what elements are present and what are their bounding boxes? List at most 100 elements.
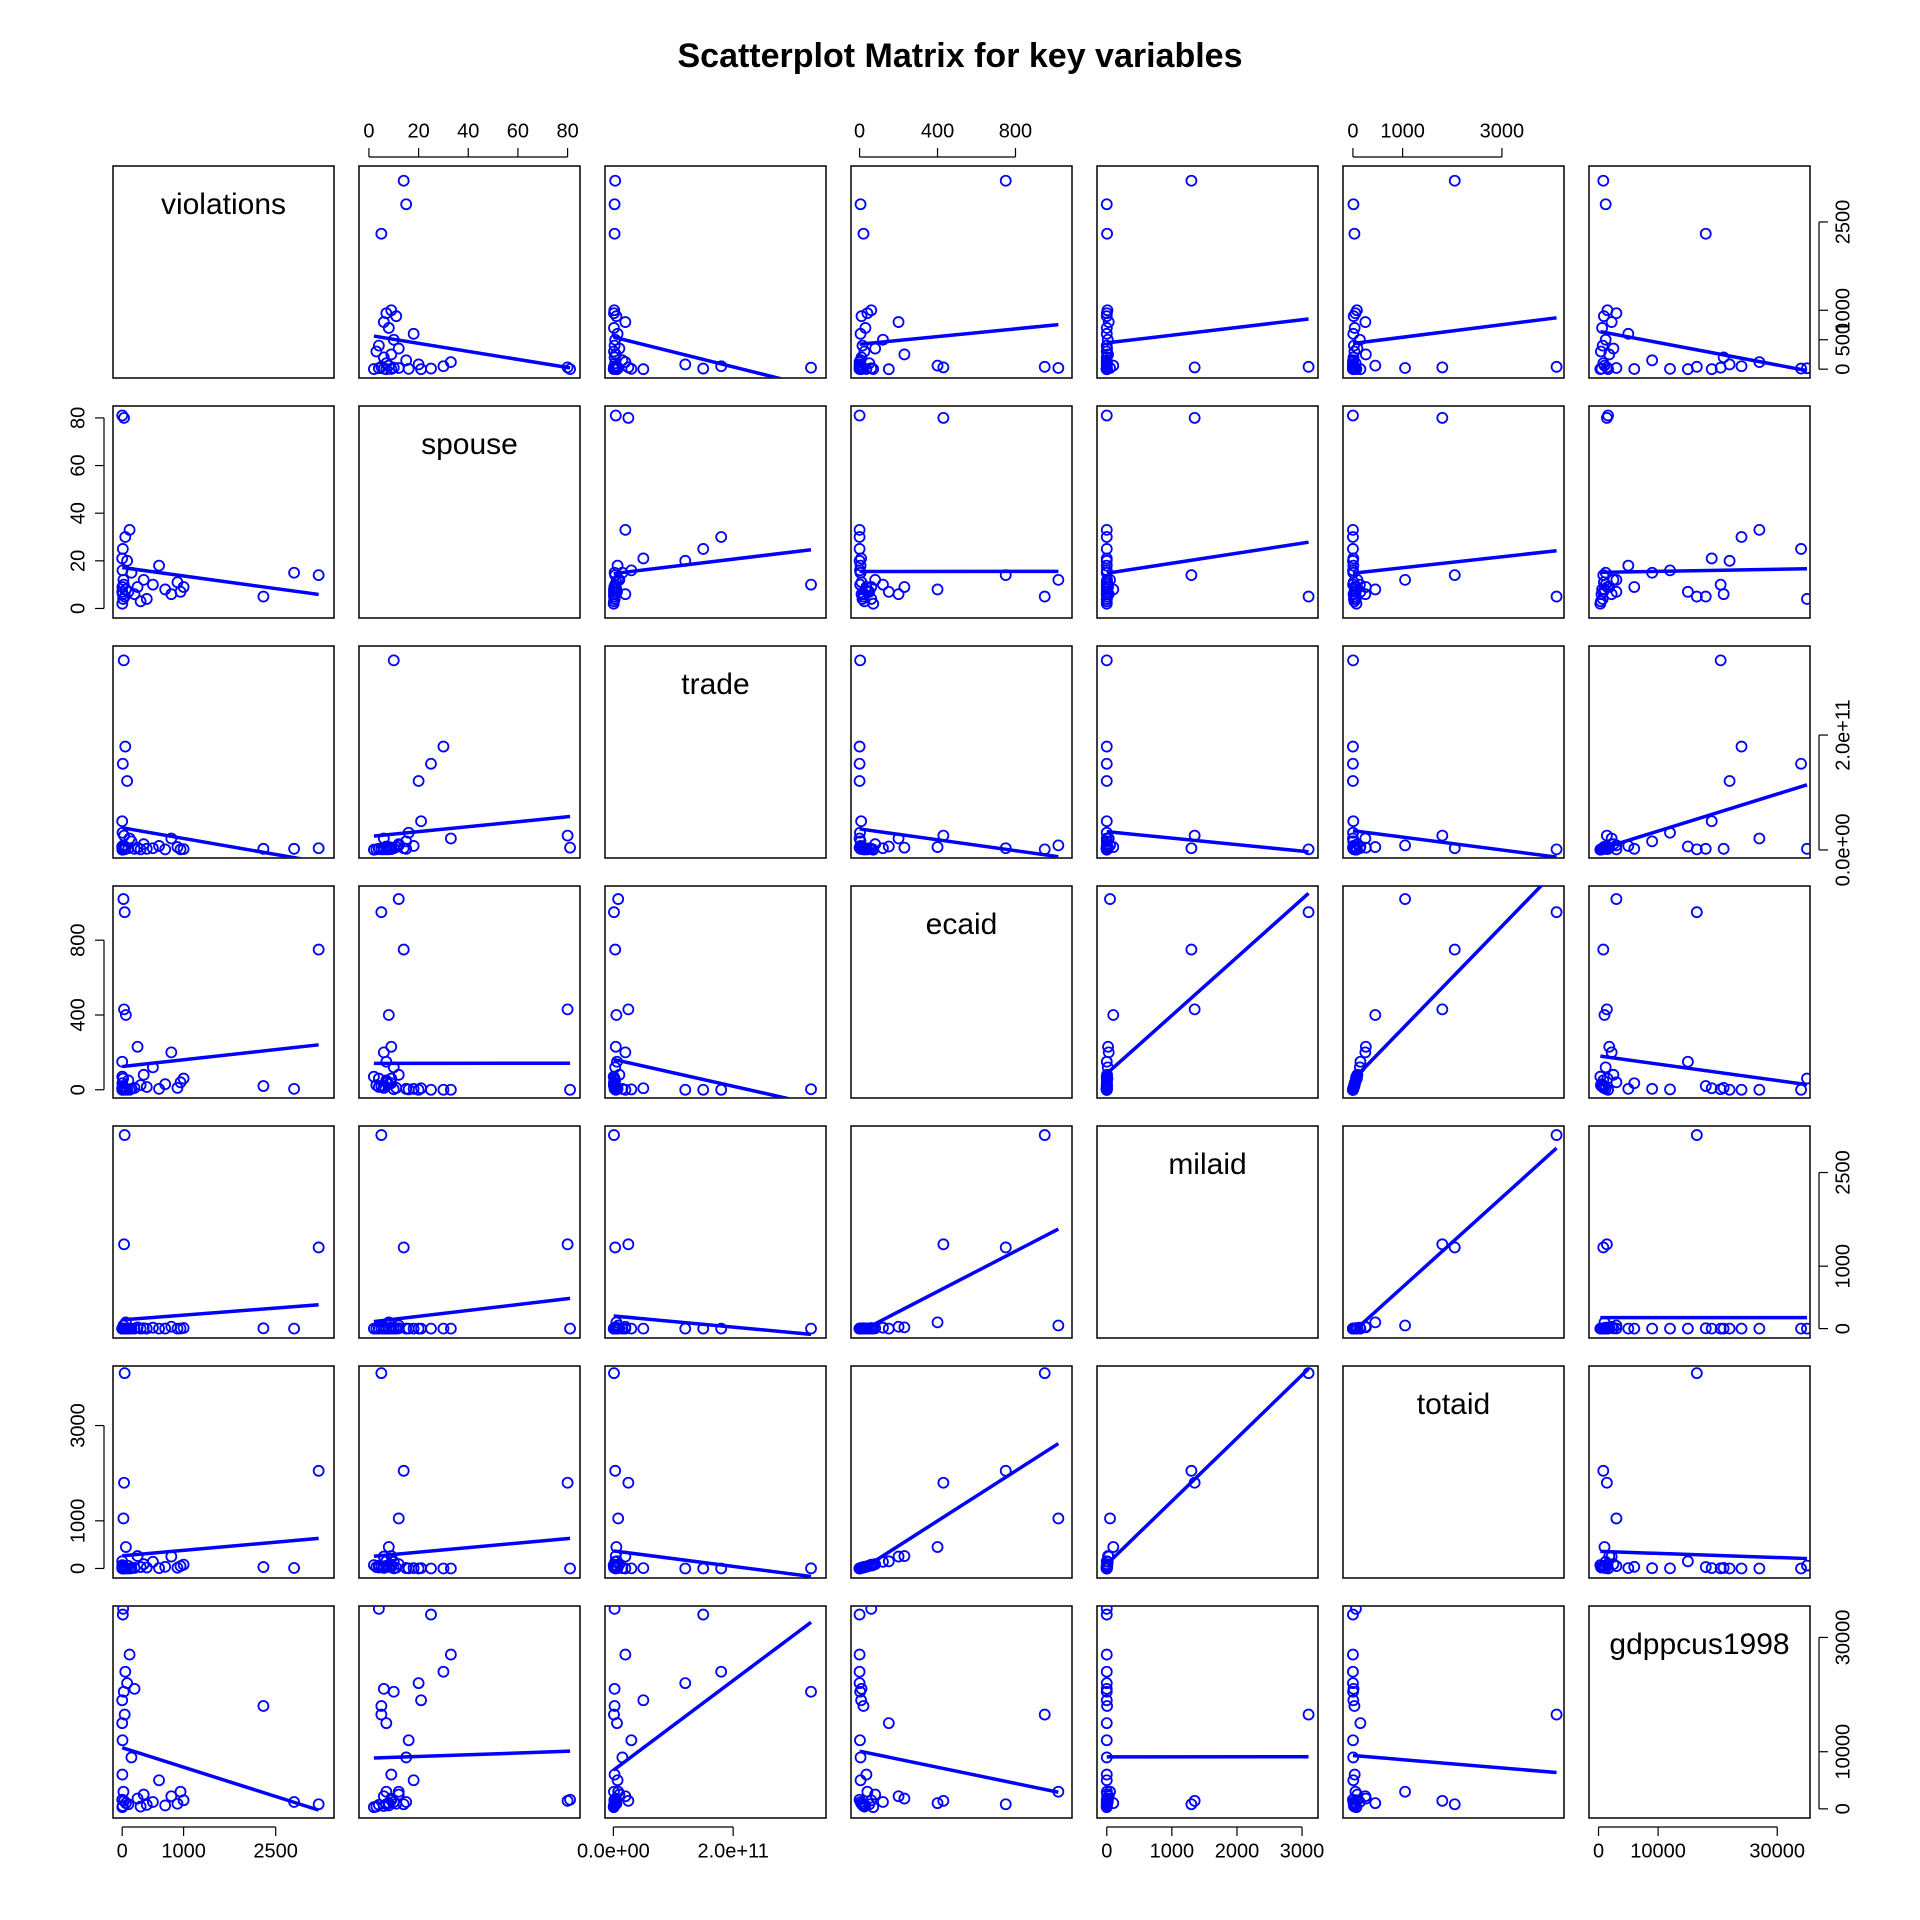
point: [1100, 581, 1113, 593]
point: [1599, 1562, 1612, 1574]
point: [1628, 1077, 1641, 1090]
point: [1100, 1717, 1113, 1730]
fit-line: [1106, 317, 1309, 345]
point: [367, 1322, 380, 1335]
point: [397, 1464, 410, 1477]
point: [1359, 1046, 1372, 1059]
point: [855, 310, 868, 323]
points: [1347, 1606, 1563, 1814]
point: [853, 531, 866, 543]
panel-frame: [112, 405, 335, 619]
point: [805, 578, 817, 591]
point: [1347, 1648, 1359, 1661]
panel-frame: [1096, 645, 1319, 859]
panel-frame: [1342, 645, 1565, 859]
point: [1690, 1367, 1703, 1380]
point: [367, 1801, 380, 1814]
point: [1100, 1608, 1113, 1621]
point: [1681, 840, 1694, 853]
point: [387, 654, 400, 667]
point: [380, 1322, 393, 1335]
panel: [1588, 645, 1811, 859]
point: [855, 815, 868, 828]
point: [1599, 1061, 1612, 1074]
panel: [1096, 645, 1319, 859]
panel: [604, 1605, 827, 1819]
point: [425, 1322, 437, 1335]
point: [1347, 1082, 1360, 1095]
x-axis: 0 10000 30000: [1593, 1826, 1805, 1862]
point: [131, 1792, 144, 1805]
point: [637, 1562, 650, 1574]
point: [444, 1322, 457, 1335]
point: [288, 842, 300, 855]
point: [412, 775, 425, 787]
fit-line: [373, 1536, 571, 1559]
point: [165, 1046, 178, 1059]
point: [425, 757, 437, 770]
point: [444, 1648, 457, 1661]
point: [1347, 1665, 1359, 1678]
point: [288, 1082, 300, 1095]
panel-frame: [1342, 1125, 1565, 1339]
point: [892, 1790, 905, 1803]
panel-frame: [604, 1125, 827, 1339]
point: [608, 1682, 621, 1695]
point: [622, 1238, 635, 1251]
point: [1594, 1070, 1607, 1083]
point: [153, 1562, 165, 1574]
point: [1594, 1322, 1607, 1335]
point: [123, 1648, 136, 1661]
point: [1100, 1077, 1113, 1090]
point: [1705, 552, 1718, 565]
panel: [850, 1605, 1073, 1819]
fit-line: [859, 322, 1059, 346]
point: [118, 1476, 130, 1489]
point: [697, 1562, 710, 1575]
panel-frame: [358, 1125, 581, 1339]
y-tick-label: 0.0e+00: [1832, 814, 1854, 887]
point: [397, 1241, 410, 1254]
point: [637, 363, 650, 376]
variable-name: violations: [161, 188, 286, 221]
points: [367, 174, 576, 376]
point: [1646, 835, 1659, 848]
point: [1302, 843, 1315, 856]
point: [392, 1512, 405, 1525]
point: [853, 775, 866, 787]
points: [367, 1129, 576, 1335]
point: [1100, 1685, 1113, 1698]
point: [882, 1717, 895, 1730]
point: [402, 362, 415, 375]
panel: [1096, 1605, 1319, 1819]
point: [400, 1322, 413, 1335]
point: [1302, 590, 1315, 603]
y-tick-label: 2500: [1832, 200, 1854, 245]
point: [609, 943, 622, 956]
point: [856, 593, 869, 605]
point: [1699, 590, 1712, 603]
fit-line: [613, 335, 786, 378]
point: [1596, 339, 1609, 352]
point: [1100, 740, 1113, 753]
fit-line: [121, 565, 319, 597]
point: [312, 1241, 325, 1254]
panel: [358, 165, 581, 379]
panel-frame: [1588, 405, 1811, 619]
points: [116, 409, 325, 610]
point: [1735, 1083, 1748, 1096]
point: [1597, 174, 1610, 187]
point: [1448, 1798, 1461, 1811]
point: [611, 1555, 623, 1568]
x-tick-label: 0: [1347, 120, 1358, 142]
y-tick-label: 10000: [1832, 1724, 1854, 1780]
point: [937, 361, 950, 374]
panel: ecaid: [850, 885, 1073, 1099]
point: [1714, 361, 1727, 374]
points: [607, 1129, 817, 1337]
point: [385, 348, 398, 361]
point: [853, 1608, 866, 1621]
point: [1347, 654, 1359, 667]
point: [1681, 1055, 1694, 1068]
point: [116, 1055, 129, 1068]
